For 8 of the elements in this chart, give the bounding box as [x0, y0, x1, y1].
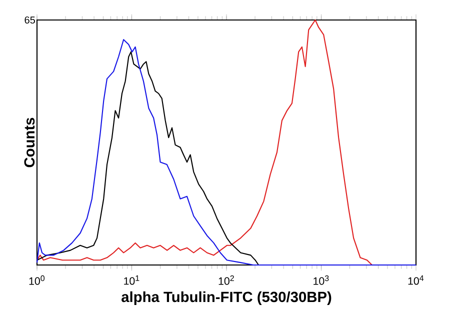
x-tick-label: 10$^{3}$ — [314, 275, 329, 285]
y-axis-title: Counts — [24, 118, 35, 168]
x-tick-label: 10$^{2}$ — [218, 275, 234, 285]
x-tick-label: 10$^{0}$ — [29, 275, 45, 285]
x-axis-title: alpha Tubulin-FITC (530/30BP) — [122, 291, 332, 306]
x-tick-label: 10$^{1}$ — [124, 275, 140, 285]
x-tick-label: 10$^{4}$ — [408, 275, 424, 285]
text: 65 — [24, 16, 35, 24]
